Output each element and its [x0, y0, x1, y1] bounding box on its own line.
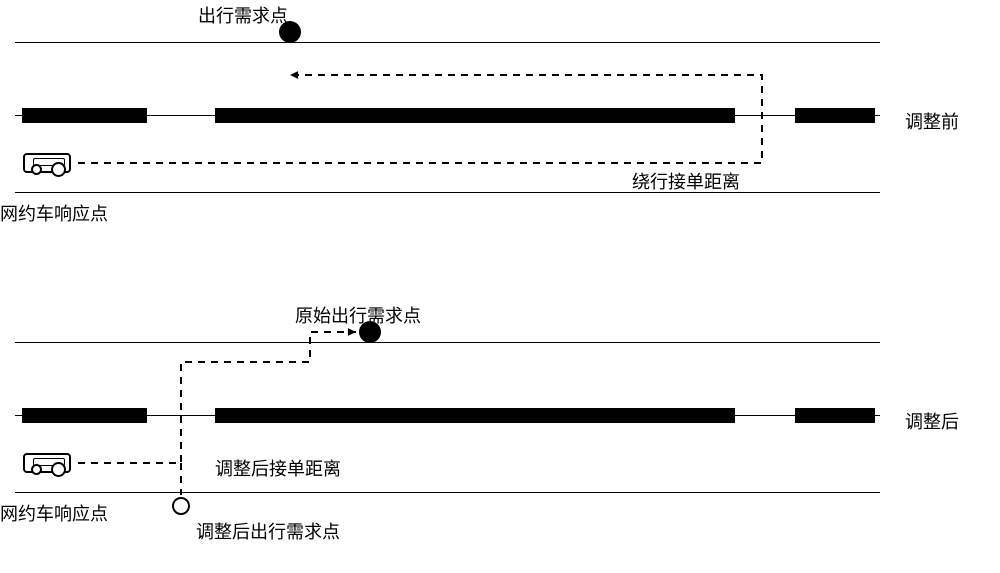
- lane-line: [15, 42, 880, 43]
- car-response-label-2: 网约车响应点: [0, 500, 108, 526]
- detour-distance-label: 绕行接单距离: [632, 168, 740, 194]
- median-bar: [215, 108, 735, 123]
- lane-line: [15, 492, 880, 493]
- state-after-label: 调整后: [905, 408, 959, 434]
- median-bar: [795, 108, 875, 123]
- adjusted-demand-label: 调整后出行需求点: [196, 518, 340, 544]
- median-bar: [22, 408, 147, 423]
- car-icon: [23, 153, 71, 173]
- car-icon: [23, 453, 71, 473]
- median-bar: [22, 108, 147, 123]
- adjusted-distance-label: 调整后接单距离: [215, 455, 341, 481]
- lane-line: [15, 192, 880, 193]
- scene-before: 出行需求点调整前绕行接单距离网约车响应点: [0, 0, 1000, 260]
- lane-line: [15, 342, 880, 343]
- demand-point-label: 出行需求点: [198, 2, 288, 28]
- median-bar: [215, 408, 735, 423]
- car-response-label: 网约车响应点: [0, 200, 108, 226]
- median-bar: [795, 408, 875, 423]
- scene-after: 原始出行需求点调整后调整后接单距离网约车响应点调整后出行需求点: [0, 300, 1000, 560]
- orig-demand-label: 原始出行需求点: [295, 302, 421, 328]
- state-before-label: 调整前: [905, 108, 959, 134]
- adjusted-demand-ring: [172, 497, 190, 515]
